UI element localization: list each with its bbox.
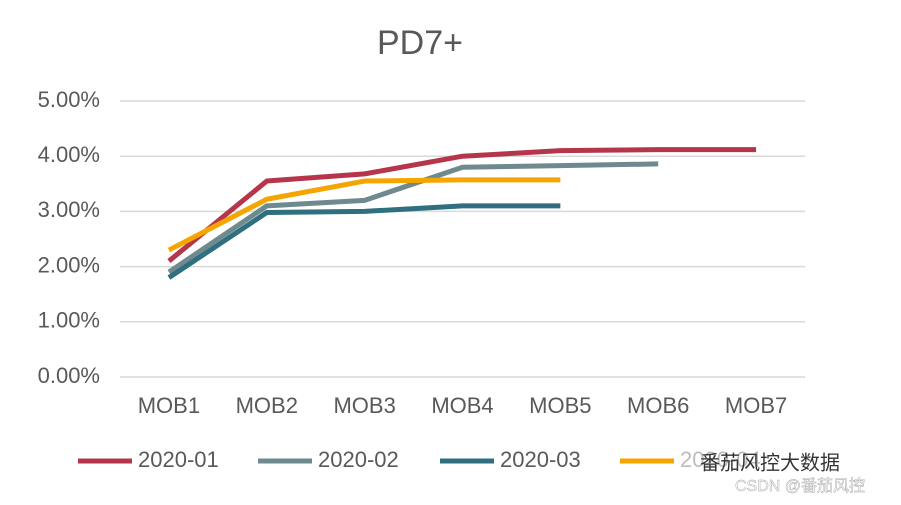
series-line bbox=[167, 177, 561, 253]
series-line bbox=[167, 203, 561, 280]
legend-label: 2020-02 bbox=[318, 447, 399, 472]
series-line bbox=[167, 147, 757, 264]
y-tick-label: 4.00% bbox=[38, 142, 100, 167]
y-tick-label: 0.00% bbox=[38, 363, 100, 388]
chart-title: PD7+ bbox=[377, 24, 463, 62]
x-tick-label: MOB6 bbox=[627, 393, 689, 418]
y-tick-label: 3.00% bbox=[38, 197, 100, 222]
y-tick-label: 1.00% bbox=[38, 308, 100, 333]
legend-label: 2020-03 bbox=[500, 447, 581, 472]
watermark-bg bbox=[676, 450, 876, 476]
x-tick-label: MOB7 bbox=[725, 393, 787, 418]
x-tick-label: MOB3 bbox=[333, 393, 395, 418]
legend-label: 2020-01 bbox=[138, 447, 219, 472]
x-tick-label: MOB1 bbox=[138, 393, 200, 418]
y-tick-label: 2.00% bbox=[38, 252, 100, 277]
x-tick-label: MOB2 bbox=[236, 393, 298, 418]
y-tick-label: 5.00% bbox=[38, 87, 100, 112]
watermark: 番茄风控大数据 bbox=[700, 451, 840, 474]
watermark-credit: CSDN @番茄风控 bbox=[735, 477, 865, 495]
x-tick-label: MOB4 bbox=[431, 393, 493, 418]
series-line bbox=[167, 161, 659, 275]
x-tick-label: MOB5 bbox=[529, 393, 591, 418]
